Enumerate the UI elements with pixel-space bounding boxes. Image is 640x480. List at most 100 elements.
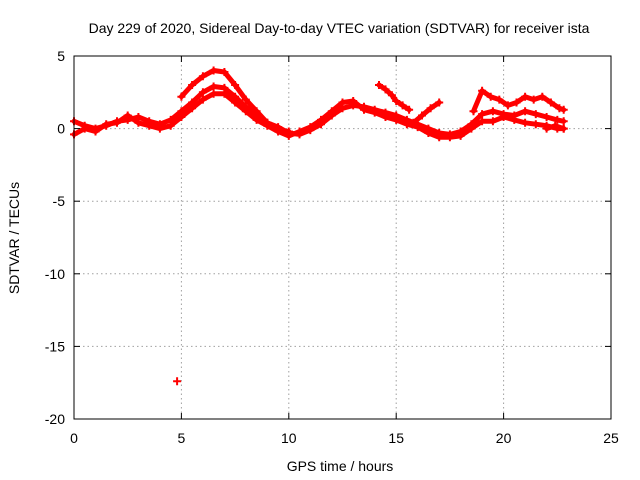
data-point	[375, 81, 383, 89]
data-point	[231, 81, 240, 89]
data-point	[166, 121, 175, 130]
data-point	[113, 118, 121, 127]
data-point	[209, 89, 218, 98]
data-point	[173, 377, 182, 386]
data-point	[102, 120, 111, 129]
data-point	[198, 88, 207, 97]
data-point	[145, 121, 154, 130]
series-trace	[410, 100, 442, 126]
data-point	[360, 105, 368, 114]
data-point	[209, 82, 218, 91]
data-point	[542, 124, 551, 133]
axis-ticks: 0 5 10 15 20 25 5 0 -5 -10 -15 -20	[45, 48, 619, 446]
data-point	[512, 98, 521, 107]
data-point	[338, 98, 347, 107]
series-track-f	[469, 86, 568, 116]
x-tick-label: 20	[496, 430, 512, 446]
data-point	[521, 92, 530, 101]
data-point	[418, 111, 426, 120]
data-point	[252, 107, 261, 116]
data-point	[241, 95, 250, 104]
data-point	[531, 110, 540, 119]
series-track-e	[409, 98, 444, 127]
data-point	[445, 133, 454, 142]
plot-frame	[73, 55, 612, 420]
data-point	[553, 115, 562, 124]
y-tick-label: -5	[53, 193, 66, 209]
data-point	[405, 105, 414, 114]
y-tick-label: 0	[57, 121, 65, 137]
data-point	[241, 107, 250, 116]
data-point	[80, 124, 89, 133]
data-point	[295, 127, 304, 136]
data-point	[252, 115, 261, 124]
data-point	[488, 117, 497, 126]
data-point	[499, 113, 508, 121]
data-point	[381, 85, 390, 94]
data-point	[488, 107, 497, 116]
data-point	[426, 104, 435, 113]
series-outlier	[173, 377, 182, 386]
data-point	[134, 118, 143, 127]
data-point	[478, 86, 487, 95]
y-tick-label: -15	[45, 338, 65, 354]
data-point	[435, 98, 444, 107]
data-point	[467, 124, 476, 133]
data-point	[220, 89, 229, 98]
data-point	[478, 110, 487, 119]
grid-lines	[74, 56, 611, 419]
x-tick-label: 5	[178, 430, 186, 446]
data-point	[91, 127, 100, 136]
data-point	[478, 117, 487, 126]
y-axis-label: SDTVAR / TECUs	[6, 182, 22, 294]
y-tick-label: 5	[57, 48, 65, 64]
y-tick-label: -20	[45, 411, 65, 427]
data-point	[274, 126, 283, 135]
data-point	[327, 107, 336, 116]
data-point	[424, 129, 433, 137]
data-point	[188, 81, 197, 89]
data-point	[370, 108, 379, 117]
data-point	[486, 92, 495, 101]
data-point	[381, 113, 390, 121]
data-point	[521, 107, 530, 116]
data-point	[542, 113, 551, 121]
series-track-a	[70, 82, 568, 139]
series-track-d	[375, 81, 414, 114]
data-point	[521, 118, 530, 127]
data-point	[409, 118, 418, 127]
data-point	[510, 115, 519, 124]
x-tick-label: 15	[388, 430, 404, 446]
data-point	[531, 120, 540, 129]
data-point	[413, 123, 422, 132]
data-point	[559, 105, 568, 114]
data-point	[435, 133, 444, 142]
x-tick-label: 0	[70, 430, 78, 446]
data-point	[387, 91, 396, 100]
data-point	[559, 124, 568, 133]
data-point	[317, 115, 325, 124]
data-point	[469, 107, 478, 116]
data-point	[220, 68, 229, 76]
data-point	[306, 123, 315, 132]
data-point	[155, 124, 164, 133]
series-track-c	[177, 66, 293, 136]
data-point	[188, 104, 197, 113]
data-point	[392, 97, 401, 105]
data-point	[263, 118, 272, 127]
data-point	[177, 92, 186, 101]
x-axis-label: GPS time / hours	[287, 458, 394, 474]
data-point	[456, 131, 465, 140]
data-point	[209, 66, 218, 75]
data-point	[392, 115, 401, 124]
x-tick-label: 25	[603, 430, 619, 446]
data-point	[123, 111, 132, 120]
data-point	[402, 120, 411, 129]
data-point	[198, 95, 207, 104]
data-point	[538, 92, 547, 101]
data-point	[284, 127, 293, 136]
chart-title: Day 229 of 2020, Sidereal Day-to-day VTE…	[89, 20, 590, 36]
data-point	[555, 104, 564, 113]
data-series	[70, 66, 568, 386]
data-point	[551, 121, 560, 130]
